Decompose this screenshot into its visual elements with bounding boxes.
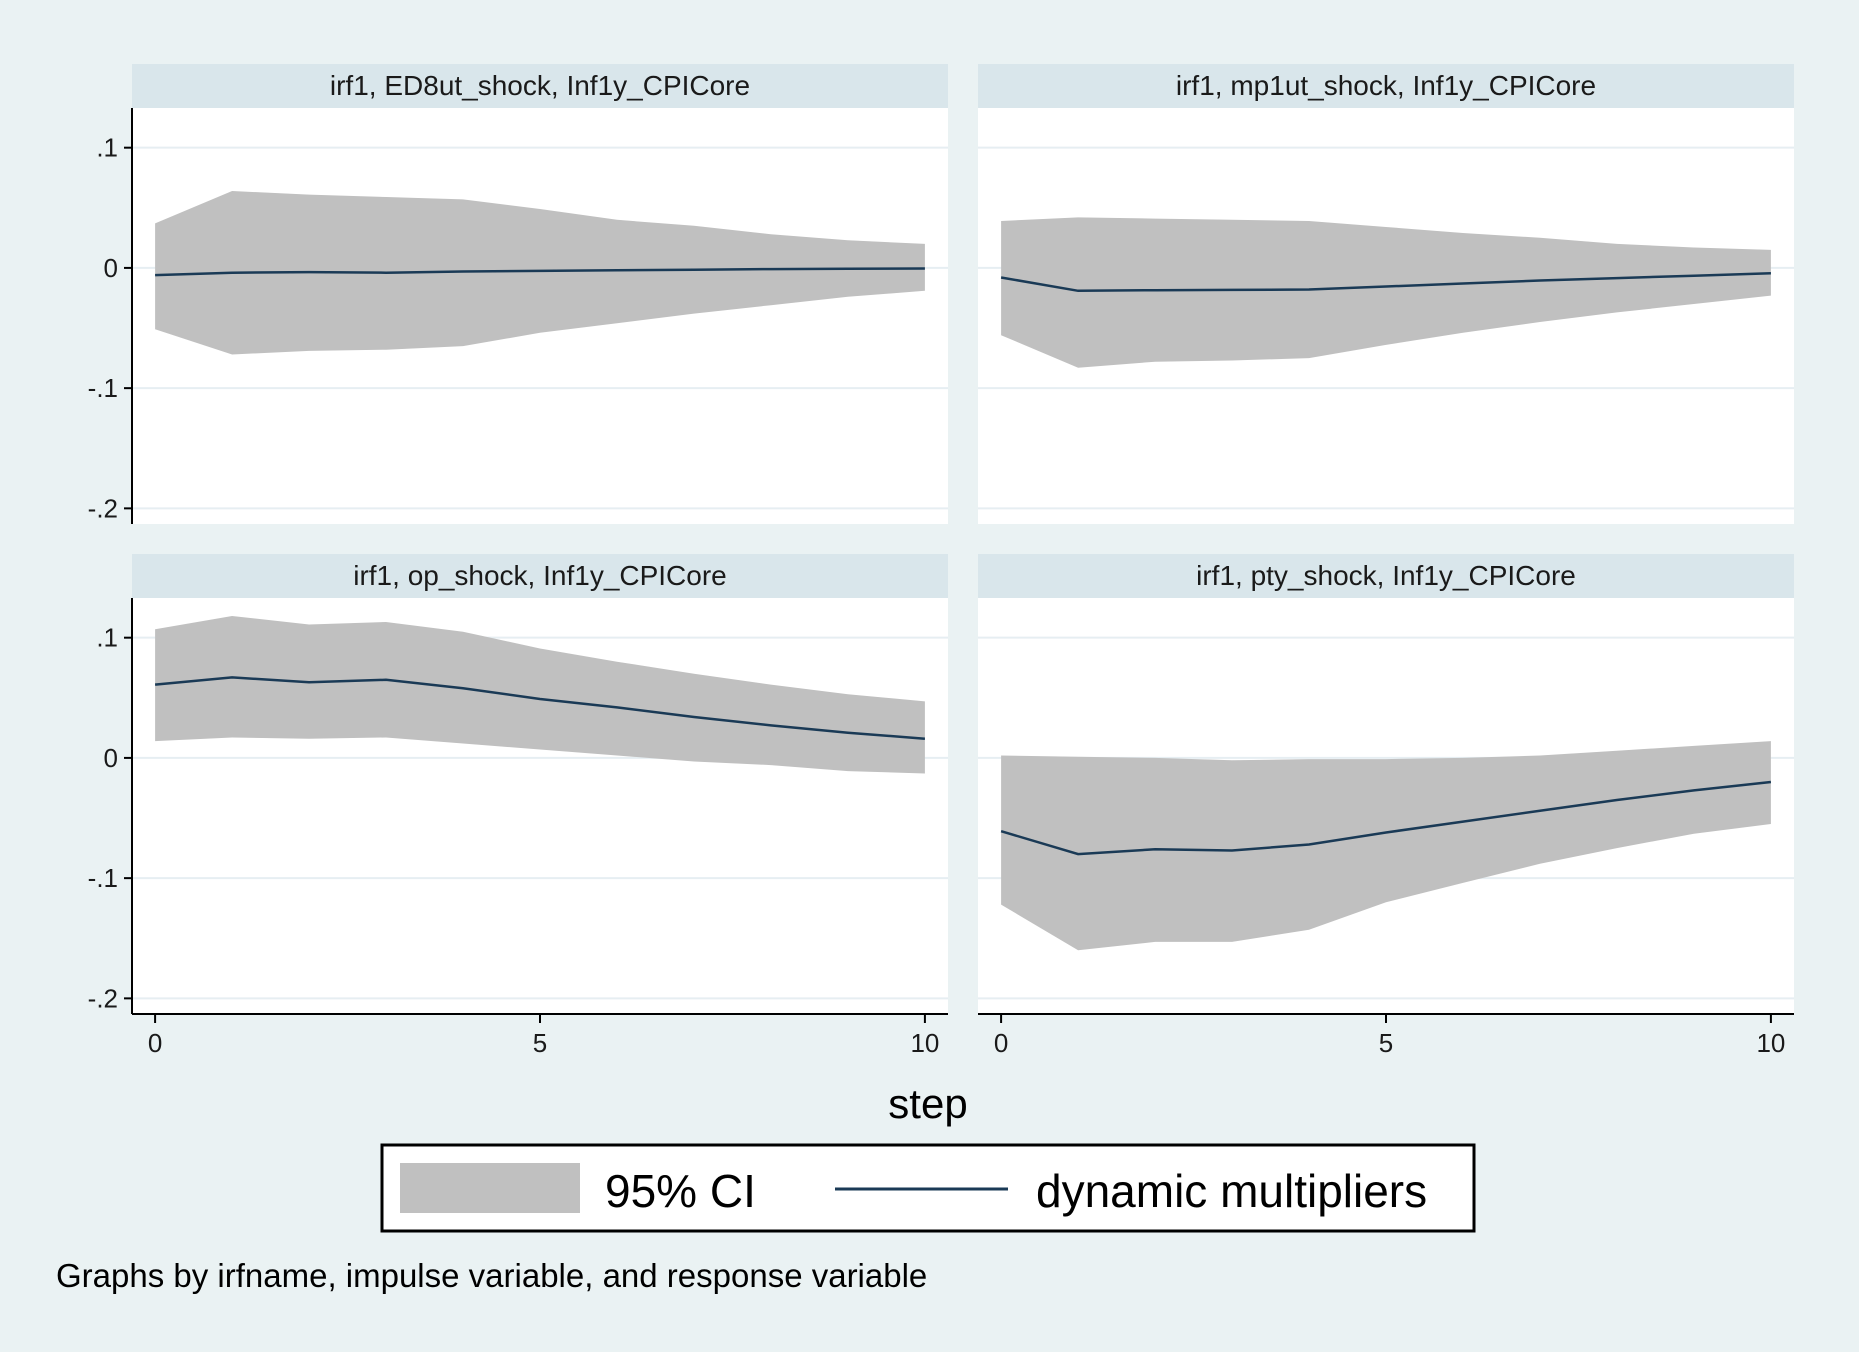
x-tick-label: 5 <box>533 1028 547 1058</box>
y-tick-label: -.1 <box>88 373 118 403</box>
panel-grid: irf1, ED8ut_shock, Inf1y_CPICore .1 0 -.1 -.… <box>88 64 1794 1058</box>
x-tick-label: 5 <box>1379 1028 1393 1058</box>
ci-band <box>1001 217 1771 368</box>
legend: 95% CI dynamic multipliers <box>380 1143 1476 1233</box>
panel-2: irf1, mp1ut_shock, Inf1y_CPICore <box>978 64 1794 524</box>
panel-title: irf1, op_shock, Inf1y_CPICore <box>353 560 727 591</box>
x-tick-label: 10 <box>910 1028 939 1058</box>
ci-band <box>155 616 925 774</box>
x-tick-label: 0 <box>148 1028 162 1058</box>
irf-line <box>155 267 925 277</box>
ci-band <box>1001 741 1771 951</box>
ci-band <box>155 191 925 355</box>
graph-note: Graphs by irfname, impulse variable, and… <box>56 1257 927 1294</box>
panel-strip <box>132 554 948 598</box>
y-tick-label: .1 <box>96 133 118 163</box>
panel-strip <box>132 64 948 108</box>
y-tick-label: -.1 <box>88 863 118 893</box>
panel-strip <box>978 554 1794 598</box>
legend-line-label: dynamic multipliers <box>1036 1165 1427 1217</box>
irf-line <box>1000 272 1771 293</box>
irf-line <box>154 676 925 740</box>
y-tick-label: .1 <box>96 623 118 653</box>
panel-title: irf1, mp1ut_shock, Inf1y_CPICore <box>1176 70 1596 101</box>
y-tick-label: -.2 <box>88 493 118 523</box>
panel-strip <box>978 64 1794 108</box>
panel-3: irf1, op_shock, Inf1y_CPICore .1 0 -.1 -.2 0 5… <box>88 554 948 1058</box>
legend-ci-label: 95% CI <box>605 1165 756 1217</box>
x-axis-title: step <box>888 1080 967 1127</box>
legend-ci-swatch <box>400 1163 580 1213</box>
panel-1: irf1, ED8ut_shock, Inf1y_CPICore .1 0 -.1 -.… <box>88 64 948 524</box>
panel-4: irf1, pty_shock, Inf1y_CPICore 0 5 10 <box>978 554 1794 1058</box>
panel-title: irf1, ED8ut_shock, Inf1y_CPICore <box>330 70 750 101</box>
y-tick-label: 0 <box>104 253 118 283</box>
y-tick-label: -.2 <box>88 983 118 1013</box>
x-tick-label: 0 <box>994 1028 1008 1058</box>
x-tick-label: 10 <box>1756 1028 1785 1058</box>
irf-line <box>1000 780 1772 856</box>
panel-title: irf1, pty_shock, Inf1y_CPICore <box>1196 560 1576 591</box>
y-tick-label: 0 <box>104 743 118 773</box>
